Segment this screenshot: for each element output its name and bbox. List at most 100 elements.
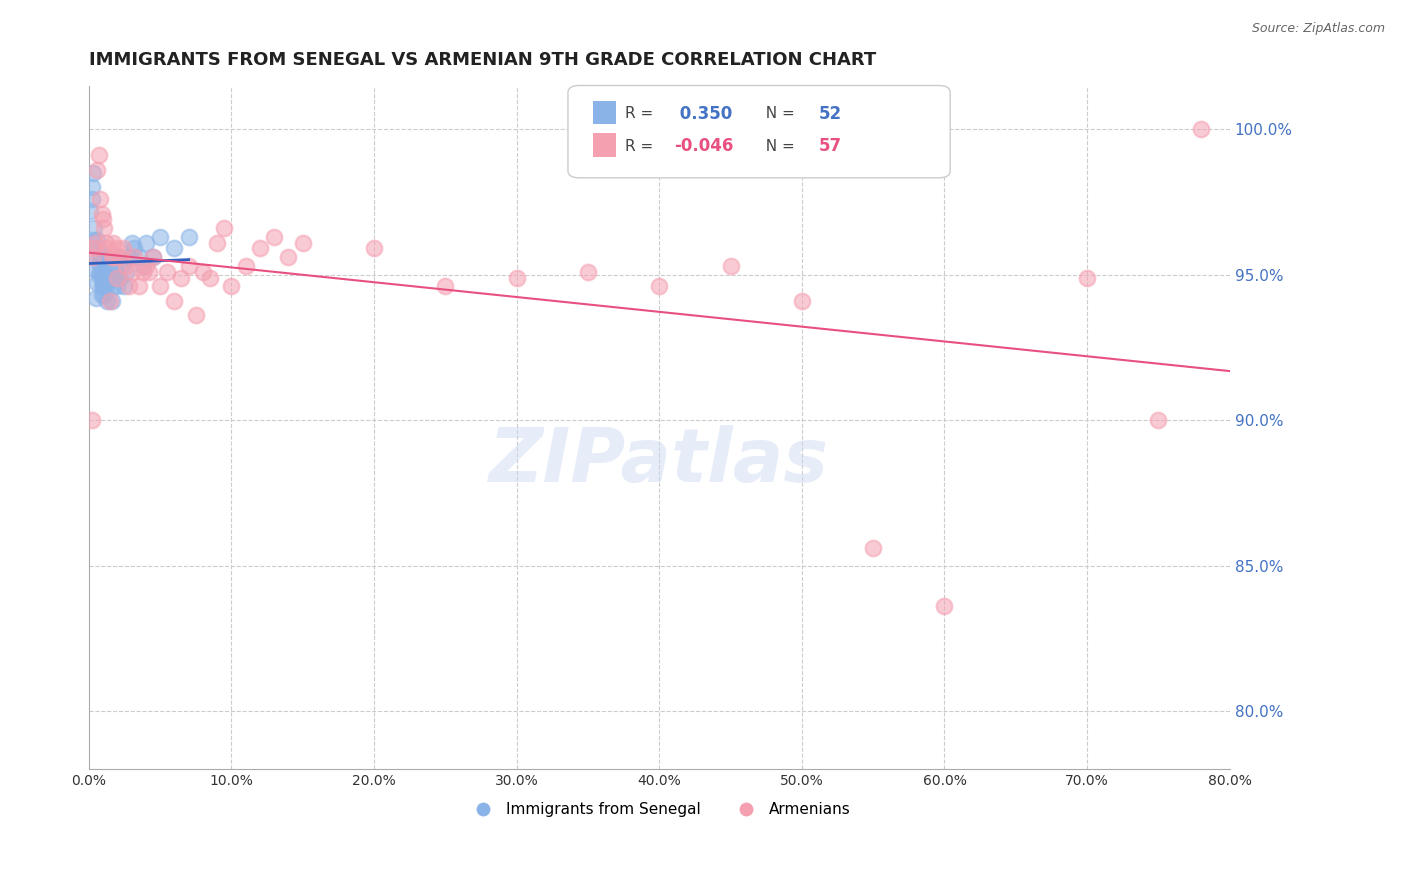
Point [790,293,813,308]
Point [91,265,114,279]
Point [97,250,120,264]
Point [80,180,103,194]
Point [93,279,115,293]
Point [93,221,115,235]
Point [135,235,157,250]
Point [83,242,105,256]
Point [94,279,117,293]
Text: R =: R = [626,106,658,121]
Point [98,270,121,285]
Point [124,250,146,264]
Point [91,270,114,285]
Point [142,250,165,264]
Point [108,250,131,264]
Point [86,242,108,256]
Point [118,279,141,293]
Point [107,250,129,264]
Point [118,250,141,264]
Point [100,293,122,308]
Point [212,221,235,235]
Point [1076,270,1098,285]
Point [505,270,527,285]
Point [82,166,104,180]
Text: 57: 57 [818,137,842,155]
Point [103,250,125,264]
Point [105,270,128,285]
Point [205,235,228,250]
Point [170,270,193,285]
Point [87,268,110,282]
Point [104,265,127,279]
Point [277,250,299,264]
Point [97,270,120,285]
Point [80,413,103,427]
Point [142,250,165,264]
Point [98,259,121,273]
Point [1147,413,1170,427]
Text: IMMIGRANTS FROM SENEGAL VS ARMENIAN 9TH GRADE CORRELATION CHART: IMMIGRANTS FROM SENEGAL VS ARMENIAN 9TH … [89,51,876,69]
Point [111,242,134,256]
Text: -0.046: -0.046 [673,137,734,155]
Point [87,256,110,270]
Text: R =: R = [626,139,658,154]
Point [191,265,214,279]
Point [112,279,135,293]
Point [648,279,671,293]
Point [84,247,107,261]
Point [135,259,157,273]
Point [90,279,112,293]
Point [108,270,131,285]
Point [89,265,111,279]
Point [101,235,124,250]
Point [80,192,103,206]
Point [89,247,111,261]
FancyBboxPatch shape [568,86,950,178]
Point [156,265,179,279]
Point [96,270,118,285]
Point [94,235,117,250]
Point [263,229,285,244]
Point [132,259,155,273]
Point [114,265,136,279]
Point [91,277,114,291]
Legend: Immigrants from Senegal, Armenians: Immigrants from Senegal, Armenians [461,796,858,823]
Point [82,233,104,247]
Point [86,162,108,177]
Point [163,242,186,256]
Point [91,212,114,227]
Point [114,259,136,273]
Text: 52: 52 [818,104,842,122]
Point [96,242,118,256]
Point [84,235,107,250]
Point [90,206,112,220]
Point [163,293,186,308]
Point [177,229,200,244]
Bar [593,134,616,157]
Point [291,235,314,250]
Point [124,242,146,256]
Text: 0.350: 0.350 [673,104,733,122]
Point [132,265,155,279]
Text: N =: N = [756,139,800,154]
Point [184,309,207,323]
Point [86,233,108,247]
Point [198,270,221,285]
Point [121,265,143,279]
Bar [593,101,616,125]
Point [104,242,127,256]
Point [94,265,117,279]
Point [862,541,884,556]
Point [103,270,125,285]
Text: Source: ZipAtlas.com: Source: ZipAtlas.com [1251,22,1385,36]
Point [177,259,200,273]
Point [149,229,172,244]
Text: N =: N = [756,106,800,121]
Point [93,288,115,302]
Point [249,242,271,256]
Point [221,279,243,293]
Point [149,279,172,293]
Point [83,221,105,235]
Point [101,279,124,293]
Point [1189,122,1212,136]
Point [87,148,110,162]
